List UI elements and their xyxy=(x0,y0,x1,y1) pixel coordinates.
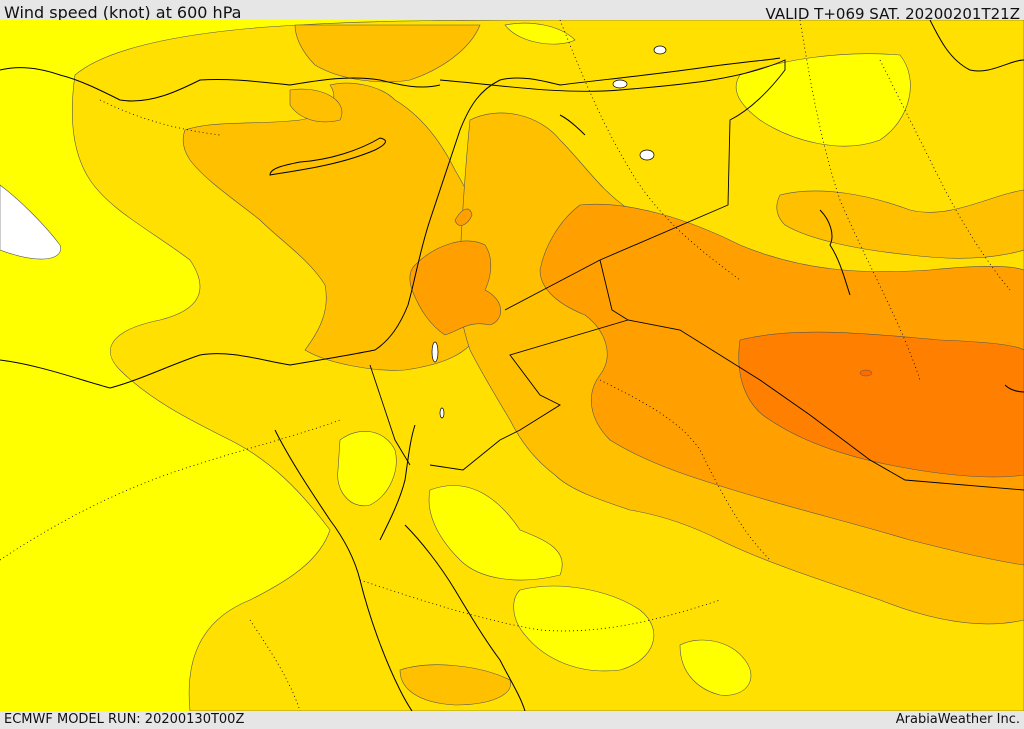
valid-time: VALID T+069 SAT. 20200201T21Z xyxy=(765,5,1020,23)
footer-bar: ECMWF MODEL RUN: 20200130T00Z ArabiaWeat… xyxy=(0,711,1024,729)
wind-zone-strong-redsea xyxy=(399,664,511,706)
coastlines xyxy=(0,20,1024,711)
wind-zone-lowest-central xyxy=(513,585,655,672)
wind-zone-strong-turkey xyxy=(289,88,343,123)
wind-zone-peak xyxy=(859,369,873,377)
credit: ArabiaWeather Inc. xyxy=(895,712,1020,727)
wind-zone-strong-iran xyxy=(776,189,1024,259)
wind-speed-map[interactable] xyxy=(0,20,1024,711)
model-run: ECMWF MODEL RUN: 20200130T00Z xyxy=(4,712,245,727)
country-borders xyxy=(369,59,1024,491)
map-title: Wind speed (knot) at 600 hPa xyxy=(4,3,242,22)
header-bar: Wind speed (knot) at 600 hPa VALID T+069… xyxy=(0,0,1024,23)
wind-zone-very-strong-spot xyxy=(454,208,473,226)
wind-zone-lowest-sinai xyxy=(337,431,397,507)
wind-zone-strong-north xyxy=(294,24,481,83)
wind-zone-lowest-south xyxy=(679,639,752,696)
wind-zone-strongest xyxy=(738,331,1024,478)
admin-boundaries xyxy=(0,20,1011,711)
wind-zone-calm xyxy=(0,184,61,260)
lakes xyxy=(431,45,667,419)
wind-zone-lowest-top xyxy=(504,22,576,45)
wind-zone-lowest-hejaz xyxy=(428,485,563,581)
